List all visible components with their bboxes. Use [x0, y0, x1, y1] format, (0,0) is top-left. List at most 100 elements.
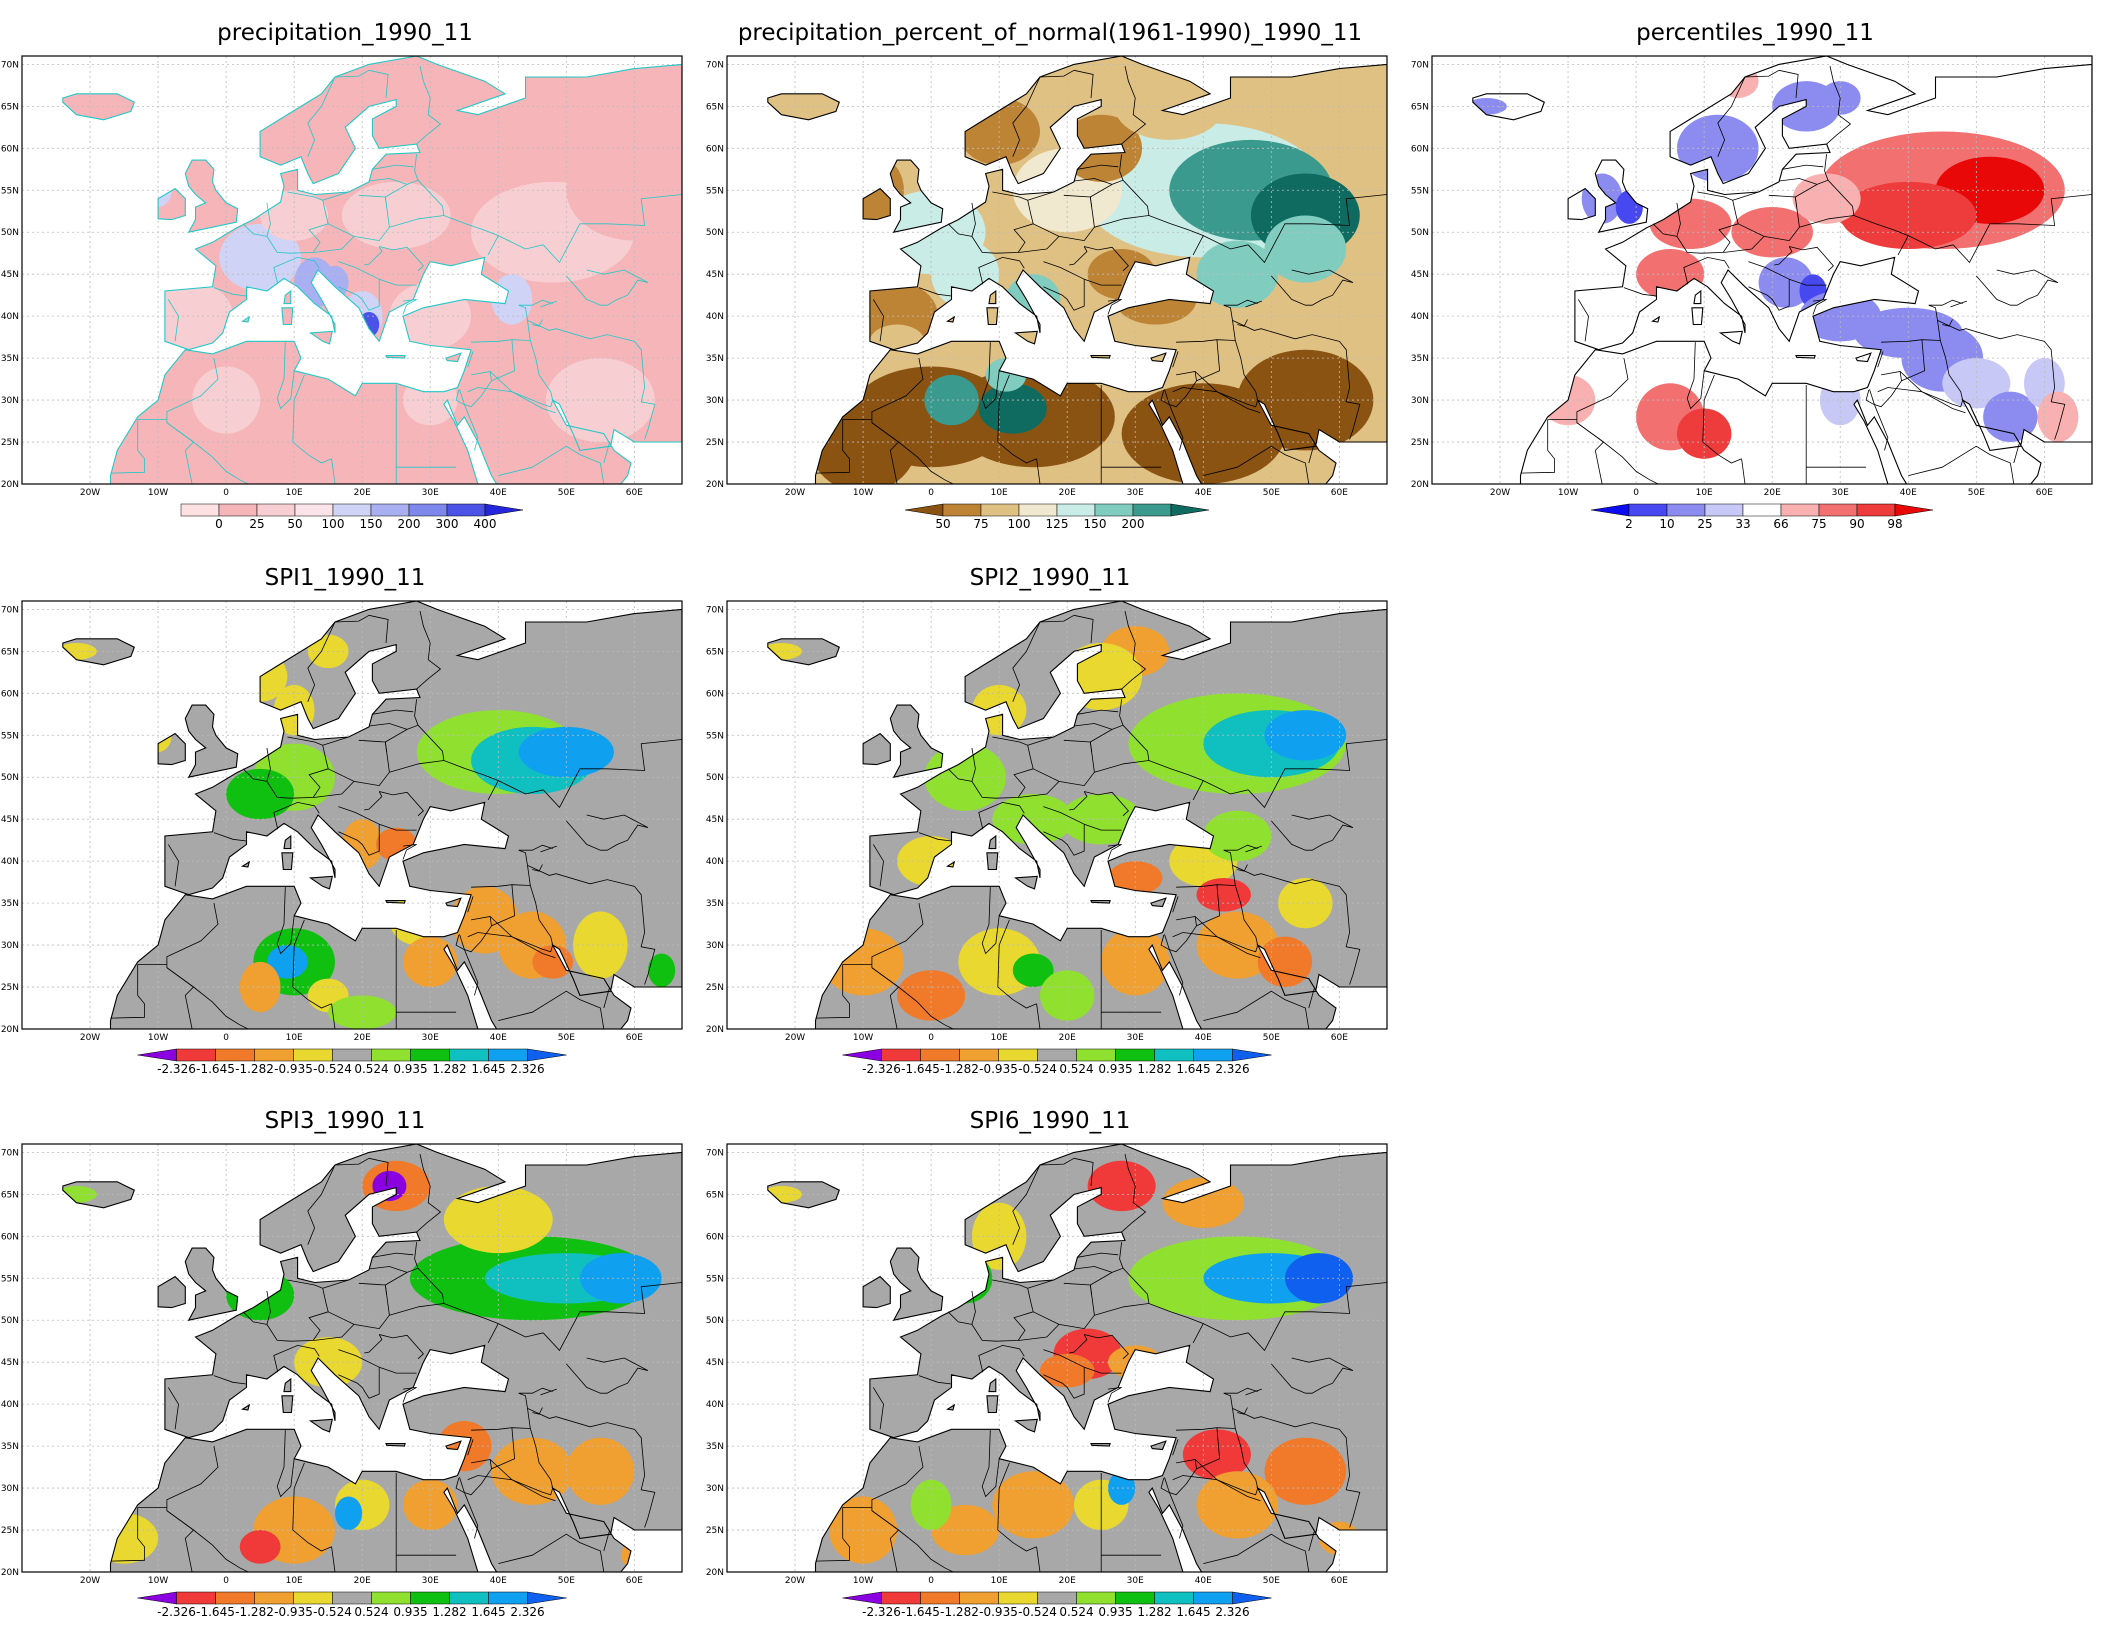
- country-border: [992, 191, 1034, 253]
- country-border: [498, 780, 544, 795]
- colorbar-swatch: [1628, 503, 1668, 517]
- country-border: [1234, 1428, 1259, 1489]
- country-border: [471, 1387, 553, 1431]
- country-border: [384, 699, 419, 753]
- lat-label: 60N: [1, 689, 19, 699]
- colorbar-label: 50: [935, 517, 950, 531]
- country-border: [872, 299, 884, 342]
- colorbar-swatch: [488, 1591, 528, 1605]
- colorbar-label: 25: [249, 517, 264, 531]
- country-border: [992, 736, 1034, 798]
- colorbar-swatch: [881, 1048, 921, 1062]
- colorbar-label: -2.326: [862, 1062, 901, 1076]
- country-border: [1937, 320, 2066, 440]
- lon-label: 30E: [422, 488, 439, 498]
- coastline: [1090, 900, 1111, 904]
- country-border: [527, 865, 656, 985]
- coastline: [767, 1181, 840, 1209]
- country-border: [1203, 445, 1310, 484]
- country-border: [292, 1462, 332, 1552]
- colorbar-swatch: [920, 1048, 960, 1062]
- country-border: [1975, 269, 2059, 306]
- country-border: [1172, 1475, 1217, 1481]
- colorbar-swatch: [1018, 503, 1058, 517]
- country-border: [1194, 916, 1261, 959]
- map-frame: [21, 55, 683, 485]
- lon-label: 30E: [422, 1033, 439, 1043]
- country-border: [1237, 1407, 1248, 1415]
- field-blob: [1060, 794, 1143, 845]
- colorbar-label: -1.282: [235, 1062, 274, 1076]
- lat-label: 70N: [706, 60, 724, 70]
- coastline: [1855, 352, 1872, 363]
- country-border: [213, 287, 247, 297]
- country-border: [467, 896, 474, 913]
- country-border: [1073, 1266, 1113, 1273]
- country-border: [1789, 246, 1834, 272]
- lat-label: 45N: [706, 270, 724, 280]
- country-border: [1942, 319, 1953, 327]
- country-border: [402, 299, 417, 306]
- colorbar-label: 0.524: [1059, 1605, 1093, 1618]
- lat-label: 55N: [1, 186, 19, 196]
- country-border: [1676, 236, 1752, 254]
- lat-label: 20N: [1, 1568, 19, 1578]
- country-border: [1046, 1324, 1060, 1338]
- country-border: [471, 844, 553, 888]
- colorbar-label: 90: [1849, 517, 1864, 531]
- country-border: [1245, 300, 1262, 308]
- country-border: [529, 885, 554, 946]
- country-border: [1203, 235, 1249, 250]
- country-border: [417, 179, 445, 216]
- map-frame: [1431, 55, 2093, 485]
- country-border: [467, 351, 474, 368]
- country-border: [273, 801, 320, 830]
- country-border: [166, 422, 195, 484]
- country-border: [307, 69, 370, 157]
- lon-label: 50E: [558, 1576, 575, 1586]
- lat-label: 45N: [1, 1358, 19, 1368]
- coastline: [814, 56, 1387, 484]
- lon-label: 10W: [148, 488, 168, 498]
- field-blob: [978, 383, 1047, 434]
- colorbar-swatch: [959, 1048, 999, 1062]
- colorbar-swatch: [218, 503, 258, 517]
- coastline: [1090, 1443, 1111, 1447]
- country-border: [368, 178, 408, 185]
- country-border: [242, 223, 267, 237]
- lat-label: 50N: [706, 773, 724, 783]
- country-border: [1247, 739, 1387, 809]
- coastline: [1013, 1418, 1038, 1433]
- country-border: [416, 66, 442, 145]
- field-blob: [1264, 710, 1347, 761]
- colorbar-swatch: [215, 1591, 255, 1605]
- country-border: [368, 723, 408, 730]
- country-border: [1732, 191, 1759, 201]
- colorbar-swatch: [1132, 503, 1172, 517]
- country-border: [338, 1349, 380, 1399]
- lon-label: 10E: [286, 1033, 303, 1043]
- country-border: [341, 781, 355, 795]
- coastline: [889, 704, 944, 778]
- colorbar-label: -1.282: [940, 1062, 979, 1076]
- country-border: [467, 1475, 512, 1481]
- colorbar-label: 1.645: [471, 1062, 505, 1076]
- country-border: [110, 419, 145, 474]
- lon-label: 20W: [80, 1033, 100, 1043]
- coastline: [240, 315, 251, 323]
- country-border: [1899, 371, 1966, 414]
- lat-label: 40N: [1, 857, 19, 867]
- country-border: [1176, 844, 1258, 888]
- lat-label: 60N: [706, 144, 724, 154]
- country-border: [1683, 256, 1730, 285]
- coastline: [445, 1440, 462, 1451]
- lat-label: 45N: [706, 815, 724, 825]
- coastline: [62, 93, 135, 121]
- lon-label: 20W: [1490, 488, 1510, 498]
- lat-label: 30N: [706, 941, 724, 951]
- country-border: [971, 1324, 1047, 1342]
- lat-label: 60N: [1, 144, 19, 154]
- field-blob: [1264, 1437, 1347, 1505]
- colorbar-swatch: [215, 1048, 255, 1062]
- country-border: [871, 1510, 900, 1572]
